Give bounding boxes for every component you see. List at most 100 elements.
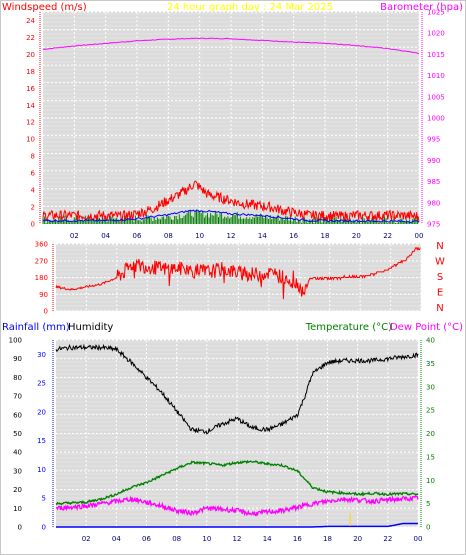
barometer-y-tick-label: 980	[427, 199, 440, 207]
wind-y-tick-label: 8	[31, 153, 35, 161]
compass-label: E	[437, 288, 443, 299]
wind-y-tick-label: 10	[26, 136, 35, 144]
barometer-y-tick-label: 1000	[427, 115, 445, 123]
climate-panel-x-tick-label: 04	[112, 535, 121, 543]
humidity-y-tick-label: 40	[13, 449, 22, 457]
climate-panel-x-tick-label: 18	[323, 535, 332, 543]
humidity-line	[55, 343, 419, 435]
temperature-y-tick-label: 30	[426, 383, 435, 391]
temperature-label: Temperature (°C)	[305, 322, 392, 333]
wind-y-tick-label: 2	[31, 204, 35, 212]
barometer-y-tick-label: 1015	[427, 51, 445, 59]
rain-y-tick-label: 25	[37, 380, 46, 388]
direction-y-tick-label: 0	[44, 308, 48, 316]
climate-panel-x-tick-label: 20	[353, 535, 362, 543]
compass-label: W	[435, 257, 445, 268]
wind-y-tick-label: 16	[26, 85, 35, 93]
humidity-y-tick-label: 20	[13, 486, 22, 494]
humidity-y-tick-label: 50	[13, 430, 22, 438]
temperature-y-tick-label: 35	[426, 360, 435, 368]
compass-label: S	[437, 272, 443, 283]
climate-panel-x-tick-label: 12	[233, 535, 242, 543]
rain-y-tick-label: 20	[37, 408, 46, 416]
direction-line	[55, 246, 421, 300]
climate-panel-x-tick-label: 00	[414, 535, 423, 543]
climate-panel-x-tick-label: 10	[202, 535, 211, 543]
wind-y-tick-label: 14	[26, 102, 35, 110]
direction-y-tick-label: 90	[39, 291, 48, 299]
rain-y-tick-label: 5	[42, 495, 46, 503]
wind-y-tick-label: 0	[31, 221, 35, 229]
barometer-line	[42, 37, 420, 54]
temperature-y-tick-label: 10	[426, 477, 435, 485]
rainfall-label: Rainfall (mm)	[2, 322, 70, 333]
barometer-y-tick-label: 985	[427, 178, 440, 186]
avg-wind-line	[42, 209, 420, 223]
windspeed-label: Windspeed (m/s)	[2, 2, 87, 13]
temperature-line	[55, 459, 419, 506]
climate-panel-x-tick-label: 16	[293, 535, 302, 543]
rain-y-tick-label: 15	[37, 437, 46, 445]
wind-panel-x-tick-label: 22	[383, 232, 392, 240]
humidity-y-tick-label: 90	[13, 355, 22, 363]
temperature-y-tick-label: 0	[426, 524, 430, 532]
wind-y-tick-label: 18	[26, 68, 35, 76]
wind-y-tick-label: 12	[26, 119, 35, 127]
wind-y-tick-label: 4	[31, 187, 36, 195]
humidity-label: Humidity	[68, 322, 113, 333]
humidity-y-tick-label: 10	[13, 505, 22, 513]
wind-y-tick-label: 22	[26, 34, 35, 42]
wind-panel-x-tick-label: 06	[133, 232, 142, 240]
barometer-label: Barometer (hpa)	[380, 2, 463, 13]
climate-panel-x-tick-label: 06	[142, 535, 151, 543]
wind-panel-x-tick-label: 08	[164, 232, 173, 240]
direction-y-tick-label: 270	[35, 257, 48, 265]
temperature-y-tick-label: 20	[426, 430, 435, 438]
climate-panel-x-tick-label: 22	[383, 535, 392, 543]
rain-y-tick-label: 10	[37, 466, 46, 474]
humidity-y-tick-label: 60	[13, 411, 22, 419]
gust-line	[42, 180, 420, 223]
graph-title: 24 hour graph day : 24 Mar 2025	[167, 2, 333, 13]
wind-panel-x-tick-label: 04	[101, 232, 110, 240]
barometer-y-tick-label: 1005	[427, 93, 445, 101]
rain-humidity-temperature-chart: 02 04 06 08 10 12 14 16 18 20 22 000102030405060708…	[9, 337, 435, 544]
wind-panel-x-tick-label: 00	[415, 232, 424, 240]
dewpoint-label: Dew Point (°C)	[390, 322, 463, 333]
temperature-y-tick-label: 5	[426, 500, 430, 508]
wind-y-tick-label: 20	[26, 51, 35, 59]
wind-y-tick-label: 6	[31, 170, 36, 178]
barometer-y-tick-label: 1020	[427, 30, 445, 38]
rain-line	[56, 522, 418, 528]
wind-panel-x-tick-label: 14	[258, 232, 267, 240]
wind-panel-x-tick-label: 02	[70, 232, 79, 240]
compass-label: N	[436, 303, 443, 314]
wind-panel-x-tick-label: 10	[195, 232, 204, 240]
direction-y-tick-label: 360	[35, 241, 48, 249]
climate-panel-x-tick-label: 14	[263, 535, 272, 543]
humidity-y-tick-label: 30	[13, 467, 22, 475]
wind-barometer-chart: 02 04 06 08 10 12 14 16 18 20 22 000246810121416182…	[26, 9, 445, 241]
rain-y-tick-label: 0	[42, 524, 46, 532]
humidity-y-tick-label: 80	[13, 374, 22, 382]
temperature-y-tick-label: 25	[426, 407, 435, 415]
barometer-y-tick-label: 1010	[427, 72, 445, 80]
barometer-y-tick-label: 990	[427, 157, 440, 165]
humidity-y-tick-label: 100	[9, 337, 22, 345]
wind-panel-x-tick-label: 12	[227, 232, 236, 240]
rain-y-tick-label: 30	[37, 351, 46, 359]
direction-y-tick-label: 180	[35, 274, 48, 282]
wind-panel-x-tick-label: 20	[352, 232, 361, 240]
humidity-y-tick-label: 0	[18, 524, 22, 532]
wind-panel-x-tick-label: 16	[289, 232, 298, 240]
wind-panel-x-tick-label: 18	[321, 232, 330, 240]
barometer-y-tick-label: 995	[427, 136, 440, 144]
temperature-y-tick-label: 15	[426, 453, 435, 461]
humidity-y-tick-label: 70	[13, 393, 22, 401]
dewpoint-line	[55, 494, 419, 517]
climate-panel-x-tick-label: 02	[82, 535, 91, 543]
compass-label: N	[436, 241, 443, 252]
